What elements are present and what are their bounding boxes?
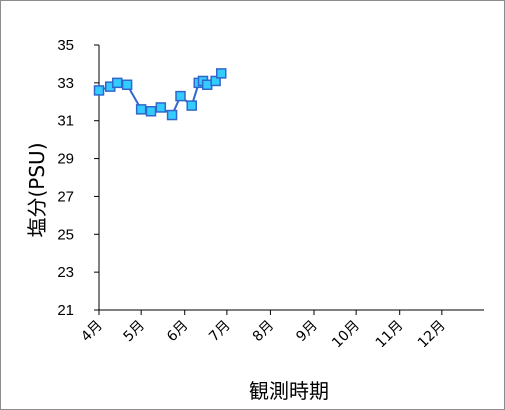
axes [99, 45, 484, 310]
x-tick-label: 4月 [78, 318, 106, 346]
y-tick-label: 21 [57, 302, 74, 319]
x-tick-label: 12月 [415, 318, 449, 352]
data-point [156, 103, 165, 112]
data-point [137, 105, 146, 114]
y-axis-title: 塩分(PSU) [25, 143, 49, 238]
data-point [203, 80, 212, 89]
data-point [146, 107, 155, 116]
x-tick-label: 6月 [164, 318, 192, 346]
data-point [187, 101, 196, 110]
data-point [168, 111, 177, 120]
x-axis-ticks: 4月 5月 6月 7月 8月 9月 10月 11月 12月 [78, 310, 448, 351]
data-point [95, 86, 104, 95]
y-tick-label: 29 [57, 151, 74, 168]
x-axis-title: 観測時期 [249, 379, 329, 403]
x-tick-label: 5月 [120, 318, 148, 346]
y-tick-label: 27 [57, 188, 74, 205]
data-point [123, 80, 132, 89]
x-tick-label: 9月 [293, 318, 321, 346]
y-tick-label: 35 [57, 37, 74, 54]
y-tick-label: 25 [57, 226, 74, 243]
y-tick-label: 31 [57, 113, 74, 130]
series-layer [95, 69, 226, 120]
x-tick-label: 10月 [329, 318, 363, 352]
data-point [176, 92, 185, 101]
y-tick-label: 23 [57, 264, 74, 281]
data-point [217, 69, 226, 78]
data-point [113, 78, 122, 87]
y-tick-label: 33 [57, 75, 74, 92]
y-axis-ticks: 21 23 25 27 29 31 33 35 [57, 37, 99, 319]
x-tick-label: 11月 [373, 318, 407, 352]
x-tick-label: 7月 [206, 318, 234, 346]
x-tick-label: 8月 [250, 318, 278, 346]
